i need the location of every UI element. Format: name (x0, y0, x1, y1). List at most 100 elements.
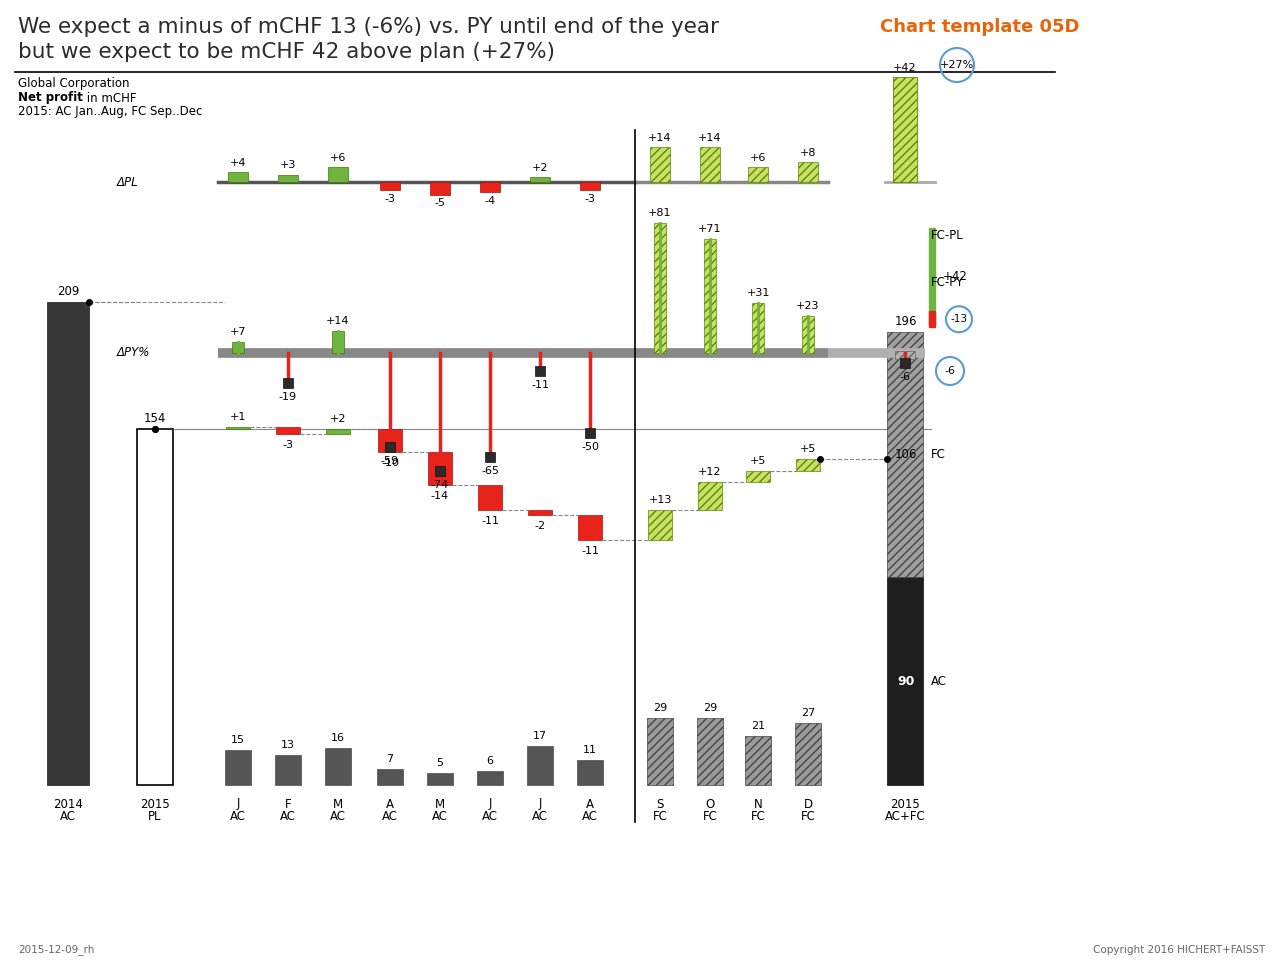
Text: M: M (333, 798, 343, 810)
Text: 209: 209 (56, 285, 79, 298)
Bar (227, 427, 250, 429)
Text: +42: +42 (943, 271, 968, 283)
Text: but we expect to be mCHF 42 above plan (+27%): but we expect to be mCHF 42 above plan (… (18, 42, 556, 62)
Text: AC: AC (280, 810, 296, 824)
Bar (430, 182, 451, 195)
Text: Chart template 05D: Chart template 05D (881, 18, 1079, 36)
Bar (326, 429, 349, 434)
Text: J: J (237, 798, 239, 810)
Text: +8: +8 (800, 148, 817, 158)
Bar (530, 177, 550, 182)
Text: +6: +6 (750, 153, 767, 163)
Bar (278, 175, 298, 182)
Bar (332, 330, 344, 353)
Text: +5: +5 (750, 456, 767, 466)
Bar (704, 239, 716, 353)
Bar (796, 459, 820, 470)
Bar (648, 510, 672, 540)
Text: J: J (539, 798, 541, 810)
Text: A: A (387, 798, 394, 810)
Bar (527, 746, 553, 785)
Text: 7: 7 (387, 754, 393, 764)
Text: Global Corporation: Global Corporation (18, 78, 129, 90)
Bar (929, 311, 934, 327)
Text: -5: -5 (434, 199, 445, 208)
Bar (746, 470, 771, 482)
Bar (753, 303, 764, 353)
Text: FC-PY: FC-PY (931, 276, 964, 289)
Text: -4: -4 (484, 196, 495, 206)
Bar (47, 302, 90, 785)
Bar (803, 316, 814, 353)
Bar (795, 723, 820, 785)
Bar (428, 452, 452, 485)
Text: Net profit: Net profit (18, 91, 83, 105)
Text: 2015-12-09_rh: 2015-12-09_rh (18, 945, 95, 955)
Text: 154: 154 (143, 412, 166, 424)
Text: J: J (488, 798, 492, 810)
Text: FC: FC (653, 810, 667, 824)
Text: -3: -3 (585, 194, 595, 204)
Bar (228, 172, 248, 182)
Bar (646, 718, 673, 785)
Text: +27%: +27% (940, 60, 974, 70)
Bar (893, 77, 916, 182)
Text: -59: -59 (381, 456, 399, 467)
Bar (480, 182, 500, 192)
Text: 2014: 2014 (52, 798, 83, 810)
Bar (535, 366, 545, 375)
Bar (477, 485, 502, 510)
Text: N: N (754, 798, 763, 810)
Text: AC: AC (483, 810, 498, 824)
Text: +6: +6 (330, 153, 346, 163)
Text: -13: -13 (951, 314, 968, 324)
Text: +42: +42 (893, 63, 916, 73)
Bar (580, 182, 600, 189)
Text: -14: -14 (431, 491, 449, 501)
Text: +4: +4 (229, 158, 246, 168)
Text: +31: +31 (746, 288, 769, 299)
Text: +1: +1 (230, 412, 246, 422)
Text: 15: 15 (230, 735, 244, 745)
Text: AC: AC (381, 810, 398, 824)
Bar (895, 351, 915, 359)
Text: +12: +12 (699, 468, 722, 477)
Bar (477, 771, 503, 785)
Text: AC: AC (931, 675, 947, 687)
Text: +81: +81 (648, 208, 672, 219)
Text: -65: -65 (481, 466, 499, 476)
Bar (797, 162, 818, 182)
Bar (577, 759, 603, 785)
Text: AC+FC: AC+FC (884, 810, 925, 824)
Text: +14: +14 (699, 133, 722, 143)
Text: AC: AC (330, 810, 346, 824)
Text: AC: AC (60, 810, 76, 824)
Text: +23: +23 (796, 301, 819, 311)
Text: +7: +7 (229, 326, 246, 337)
Text: -11: -11 (531, 379, 549, 390)
Bar (225, 751, 251, 785)
Text: -74: -74 (431, 480, 449, 491)
Bar (900, 358, 910, 368)
Bar (929, 228, 934, 325)
Bar (650, 147, 669, 182)
Text: FC: FC (750, 810, 765, 824)
Bar (698, 718, 723, 785)
Bar (485, 452, 495, 462)
Text: 2015: 2015 (890, 798, 920, 810)
Bar (654, 224, 666, 353)
Text: 2015: AC Jan..Aug, FC Sep..Dec: 2015: AC Jan..Aug, FC Sep..Dec (18, 106, 202, 118)
Bar (698, 482, 722, 510)
Text: ΔPY%: ΔPY% (116, 347, 150, 359)
Text: 90: 90 (897, 675, 915, 687)
Text: 196: 196 (895, 315, 918, 327)
Bar (529, 510, 552, 515)
Text: -10: -10 (381, 458, 399, 468)
Bar (428, 774, 453, 785)
Bar (887, 577, 923, 785)
Text: Copyright 2016 HICHERT+FAISST: Copyright 2016 HICHERT+FAISST (1093, 945, 1265, 955)
Text: -2: -2 (535, 520, 545, 531)
Bar (887, 332, 923, 577)
Text: 106: 106 (895, 448, 918, 461)
Text: +71: +71 (699, 225, 722, 234)
